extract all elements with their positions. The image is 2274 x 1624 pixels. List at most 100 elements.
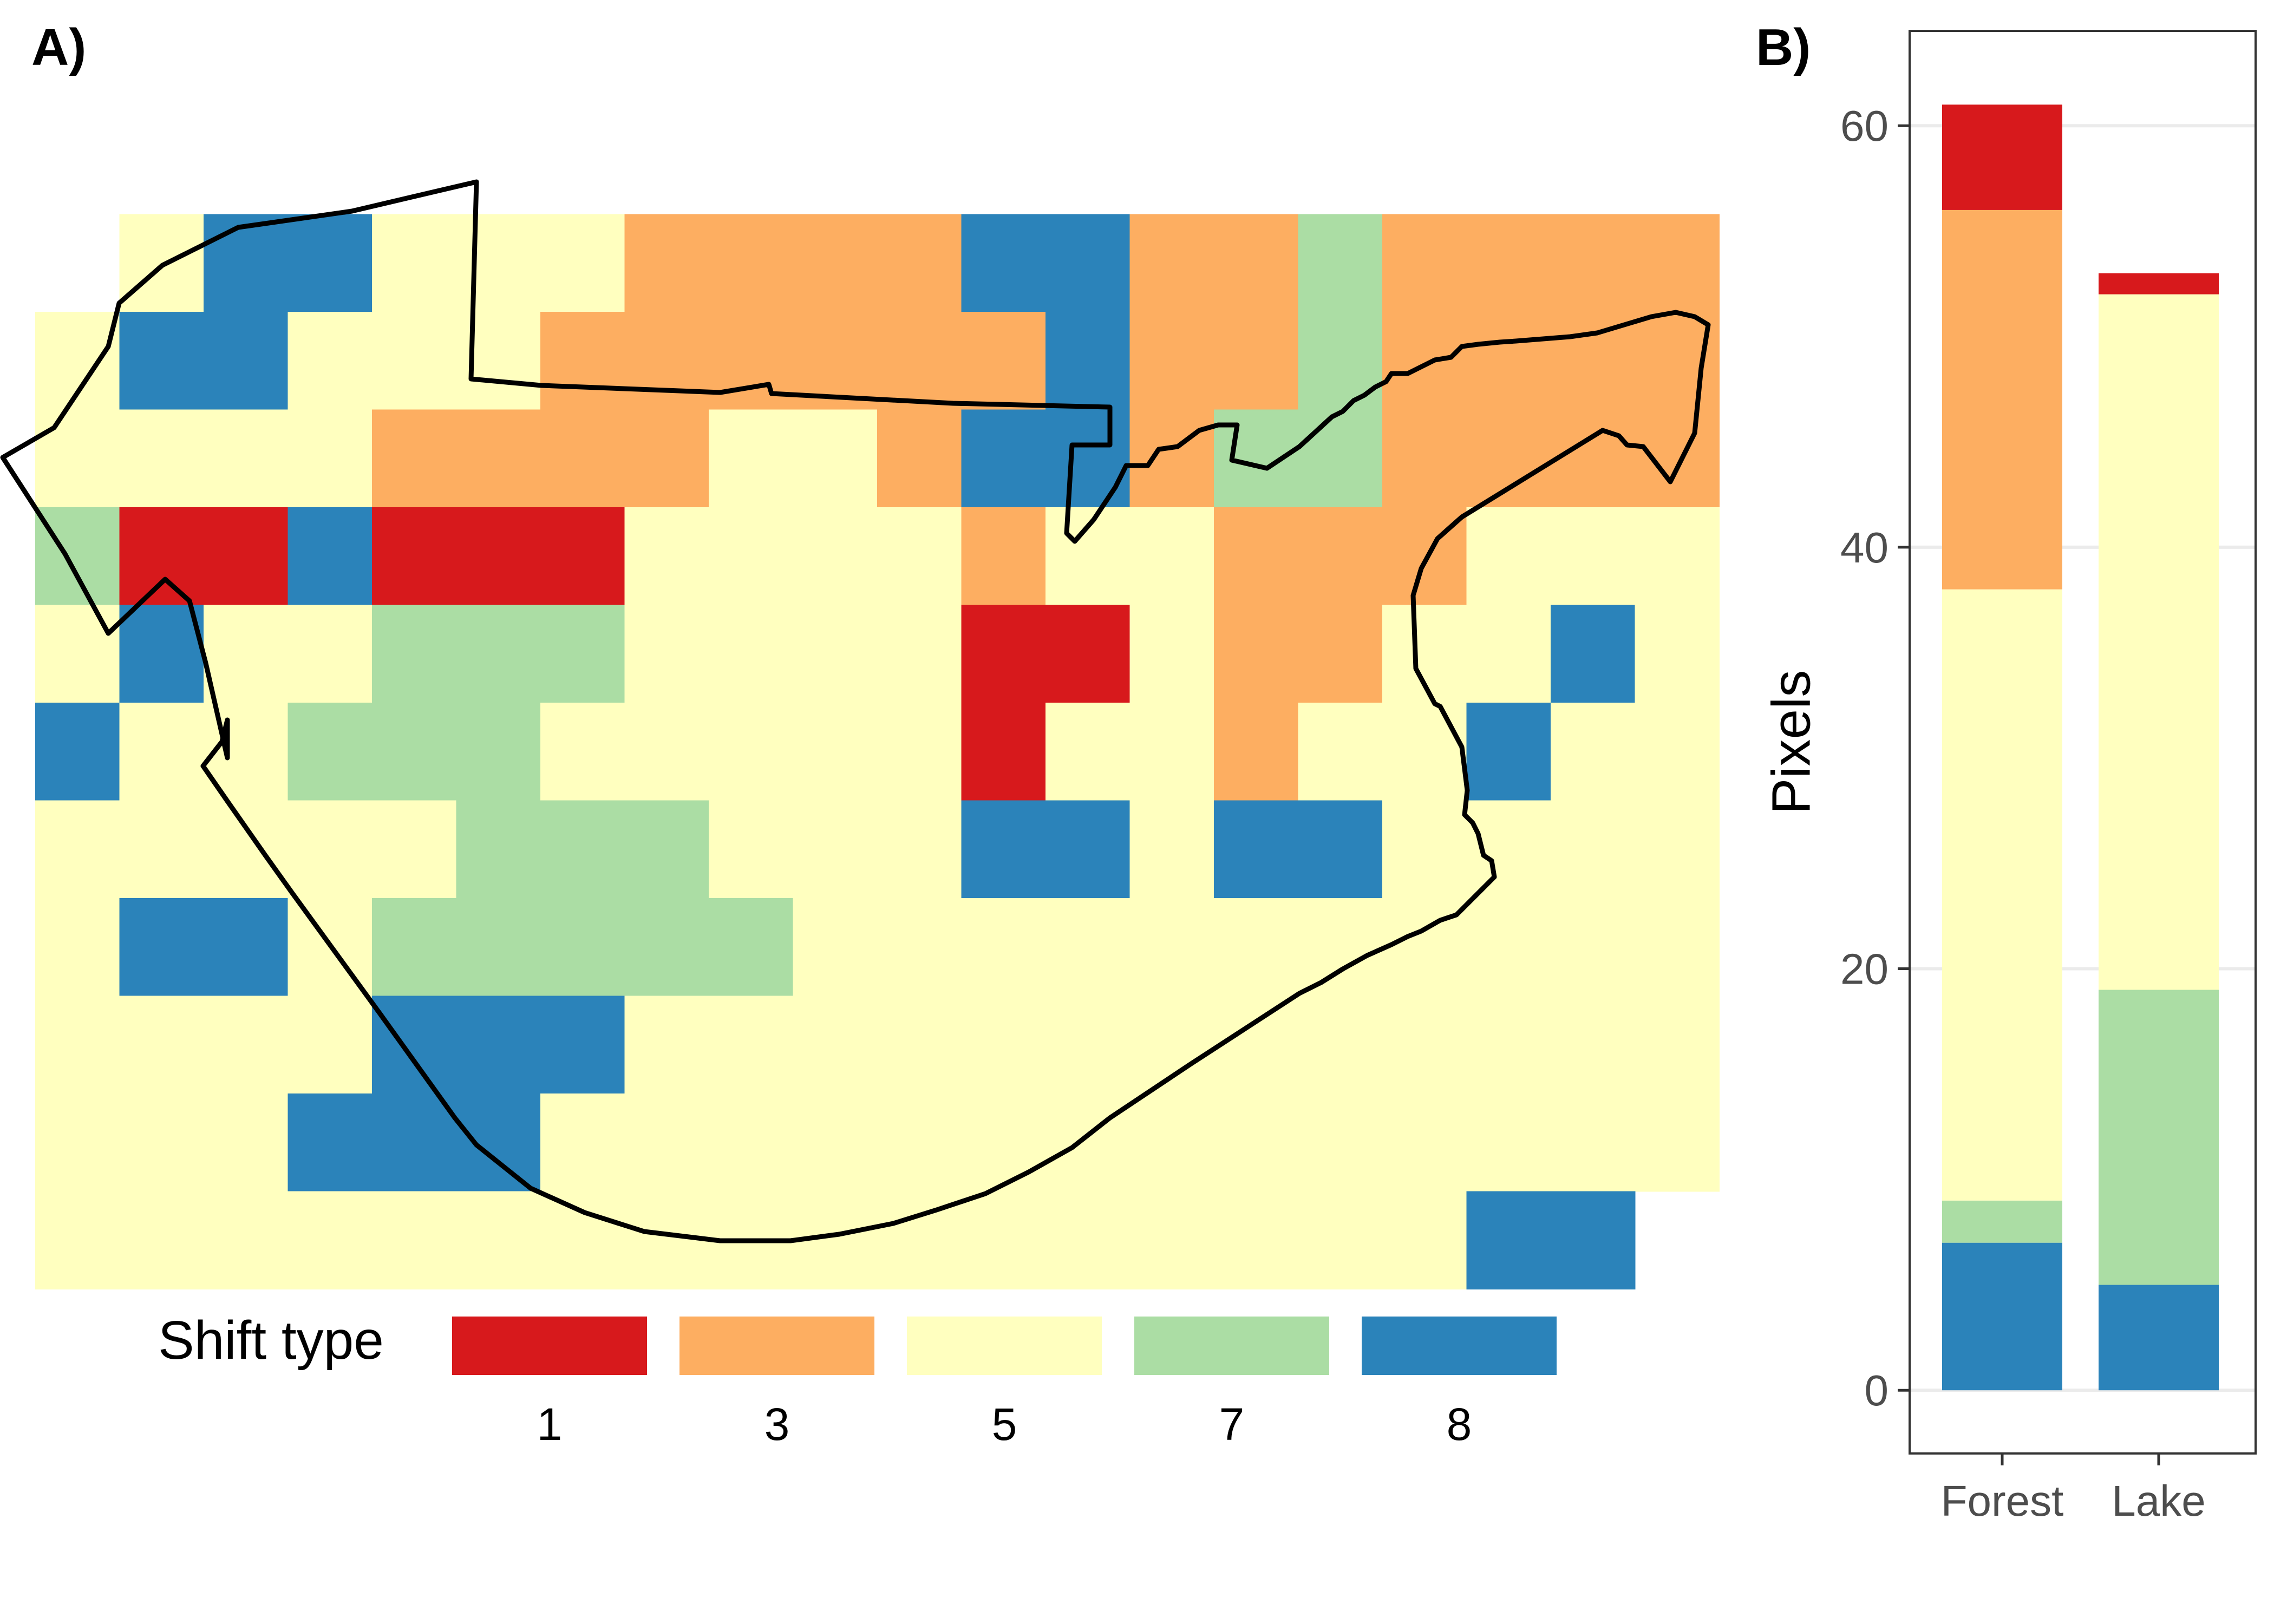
heatmap-cell — [1551, 703, 1636, 801]
heatmap-cell — [456, 409, 541, 508]
bar-axes: 0 20 40 60 Forest Lake — [1840, 102, 2206, 1525]
heatmap-cell — [287, 703, 373, 801]
heatmap-cell — [287, 312, 373, 410]
heatmap-cell — [961, 605, 1046, 703]
heatmap-cell — [1214, 898, 1299, 997]
heatmap-cell — [624, 312, 709, 410]
heatmap-cell — [624, 409, 709, 508]
bar-segment — [1942, 1200, 2062, 1243]
heatmap-cell — [204, 409, 289, 508]
heatmap-cell — [793, 996, 878, 1094]
heatmap-cell — [1298, 312, 1383, 410]
heatmap-cell — [204, 800, 289, 899]
heatmap-cell — [624, 703, 709, 801]
heatmap-cell — [1045, 800, 1131, 899]
heatmap-cell — [204, 1191, 289, 1289]
legend-title: Shift type — [158, 1310, 384, 1371]
heatmap-cell — [624, 898, 709, 997]
heatmap-cell — [1382, 312, 1467, 410]
heatmap-cell — [204, 214, 289, 312]
heatmap-cell — [1129, 409, 1214, 508]
heatmap-cell — [709, 703, 794, 801]
heatmap-cell — [1298, 1093, 1383, 1192]
heatmap-cell — [204, 1093, 289, 1192]
heatmap-cell — [1298, 1191, 1383, 1289]
heatmap-cell — [709, 898, 794, 997]
heatmap-cell — [1214, 214, 1299, 312]
heatmap-cell — [961, 214, 1046, 312]
panel-a-label: A) — [31, 18, 86, 76]
heatmap-cell — [877, 996, 962, 1094]
heatmap-cell — [793, 703, 878, 801]
heatmap-cell — [1551, 898, 1636, 997]
heatmap-cell — [1382, 800, 1467, 899]
heatmap-cell — [1045, 703, 1131, 801]
heatmap-cell — [1045, 605, 1131, 703]
y-tick-label: 20 — [1840, 945, 1889, 993]
heatmap-cell — [119, 800, 204, 899]
heatmap-cell — [35, 898, 120, 997]
heatmap-cell — [204, 996, 289, 1094]
heatmap-cell — [793, 898, 878, 997]
heatmap-cell — [624, 605, 709, 703]
heatmap-cell — [1466, 605, 1551, 703]
heatmap-cell — [372, 312, 457, 410]
heatmap-cell — [961, 703, 1046, 801]
heatmap-cell — [1466, 1093, 1551, 1192]
heatmap-cell — [540, 312, 625, 410]
heatmap-cell — [961, 1093, 1046, 1192]
heatmap-cell — [877, 312, 962, 410]
heatmap-cell — [119, 703, 204, 801]
heatmap-cell — [1635, 409, 1720, 508]
heatmap-cell — [1045, 1191, 1131, 1289]
heatmap-cell — [709, 214, 794, 312]
heatmap-cell — [1382, 409, 1467, 508]
heatmap-cell — [372, 507, 457, 606]
heatmap-cell — [961, 898, 1046, 997]
heatmap-cell — [1045, 1093, 1131, 1192]
y-axis-title: Pixels — [1761, 670, 1821, 815]
heatmap-cell — [1298, 703, 1383, 801]
heatmap-cell — [1466, 312, 1551, 410]
heatmap-cell — [624, 800, 709, 899]
heatmap-cell — [1214, 996, 1299, 1094]
legend-key — [452, 1317, 647, 1375]
heatmap-cell — [961, 800, 1046, 899]
heatmap-cell — [372, 214, 457, 312]
heatmap-cell — [372, 898, 457, 997]
y-tick-label: 60 — [1840, 102, 1889, 150]
heatmap-cell — [1551, 507, 1636, 606]
heatmap-cell — [287, 605, 373, 703]
heatmap-cell — [1214, 507, 1299, 606]
heatmap-cell — [204, 605, 289, 703]
heatmap-cell — [624, 1191, 709, 1289]
heatmap-cell — [119, 605, 204, 703]
heatmap-cell — [1298, 996, 1383, 1094]
heatmap-cell — [540, 409, 625, 508]
bar-segment — [1942, 104, 2062, 210]
heatmap-cell — [1298, 214, 1383, 312]
heatmap-cells — [35, 214, 1720, 1289]
heatmap-cell — [1551, 1191, 1636, 1289]
heatmap-cell — [624, 507, 709, 606]
heatmap-cell — [372, 1191, 457, 1289]
heatmap-cell — [1466, 214, 1551, 312]
heatmap-cell — [1129, 214, 1214, 312]
heatmap-cell — [877, 409, 962, 508]
heatmap-cell — [540, 1191, 625, 1289]
heatmap-cell — [1466, 898, 1551, 997]
heatmap-cell — [1551, 1093, 1636, 1192]
heatmap-cell — [1298, 605, 1383, 703]
heatmap-cell — [287, 1093, 373, 1192]
heatmap-cell — [877, 605, 962, 703]
heatmap-cell — [877, 703, 962, 801]
heatmap-cell — [204, 507, 289, 606]
heatmap-cell — [1551, 800, 1636, 899]
bar-segment — [2099, 294, 2219, 990]
heatmap-cell — [1129, 1191, 1214, 1289]
heatmap-cell — [372, 800, 457, 899]
heatmap-cell — [1298, 800, 1383, 899]
legend-label: 7 — [1219, 1399, 1245, 1450]
heatmap-cell — [877, 1093, 962, 1192]
heatmap-cell — [793, 1093, 878, 1192]
